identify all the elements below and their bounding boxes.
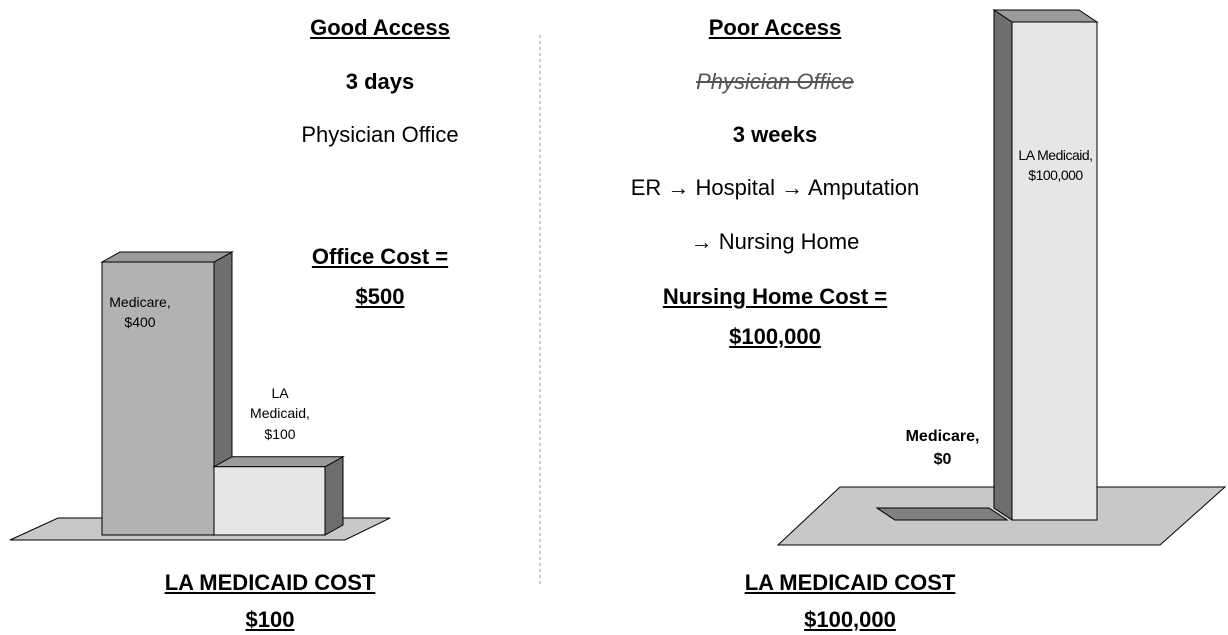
cost-label: Office Cost = [311,244,449,269]
bar-top [212,456,345,468]
bar [213,466,326,536]
bar [1011,21,1098,521]
footer-value: $100 [245,607,295,632]
data-label: Medicare, $400 [109,294,171,331]
heading: Poor Access [708,15,842,40]
path: Physician Office [301,122,459,147]
bar [101,261,215,536]
heading: Good Access [310,15,450,40]
cost-label: Nursing Home Cost = [662,284,888,309]
bar-side [324,455,344,536]
bar-top [992,9,1099,23]
cost-value: $100,000 [729,324,821,349]
path: → Nursing Home [690,229,860,254]
time: 3 weeks [732,122,818,147]
data-label: LA Medicaid, $100 [250,385,310,442]
time: 3 days [345,69,415,94]
data-label: Medicare, $0 [905,428,980,469]
bar-side [993,9,1013,521]
cost-value: $500 [355,284,405,309]
path: ER → Hospital → Amputation [630,175,920,200]
bar-top [100,251,234,263]
footer-title: LA MEDICAID COST [164,570,376,595]
footer-title: LA MEDICAID COST [744,570,956,595]
struck-text: Physician Office [696,69,854,94]
bar-top [875,507,1009,521]
footer-value: $100,000 [804,607,896,632]
data-label: LA Medicaid, $100,000 [1018,147,1093,184]
